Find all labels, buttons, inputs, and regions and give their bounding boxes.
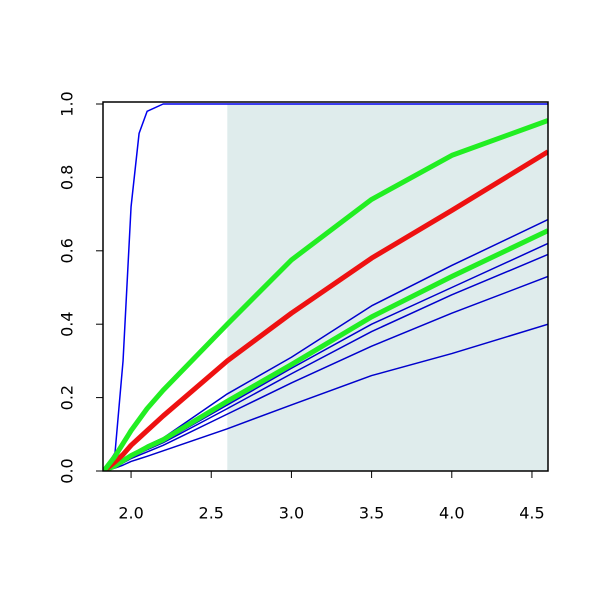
y-tick-label: 0.2 — [58, 385, 77, 410]
y-tick-label: 0.8 — [58, 165, 77, 190]
x-tick-label: 3.0 — [279, 504, 304, 523]
x-tick-label: 4.0 — [439, 504, 464, 523]
y-tick-label: 0.4 — [58, 311, 77, 336]
plot-frame — [102, 101, 549, 472]
x-tick-label: 4.5 — [519, 504, 544, 523]
shaded-layer — [227, 104, 548, 471]
x-tick-label: 2.0 — [118, 504, 143, 523]
line-series — [103, 228, 548, 471]
line-series — [103, 323, 548, 471]
y-tick-label: 1.0 — [58, 91, 77, 116]
line-layer — [103, 103, 548, 471]
line-series — [103, 118, 548, 471]
line-series — [103, 103, 548, 471]
line-series — [103, 149, 548, 471]
x-tick-label: 2.5 — [199, 504, 224, 523]
shaded-region — [227, 104, 548, 471]
y-tick-label: 0.0 — [58, 458, 77, 483]
y-tick-label: 0.6 — [58, 238, 77, 263]
x-tick-label: 3.5 — [359, 504, 384, 523]
